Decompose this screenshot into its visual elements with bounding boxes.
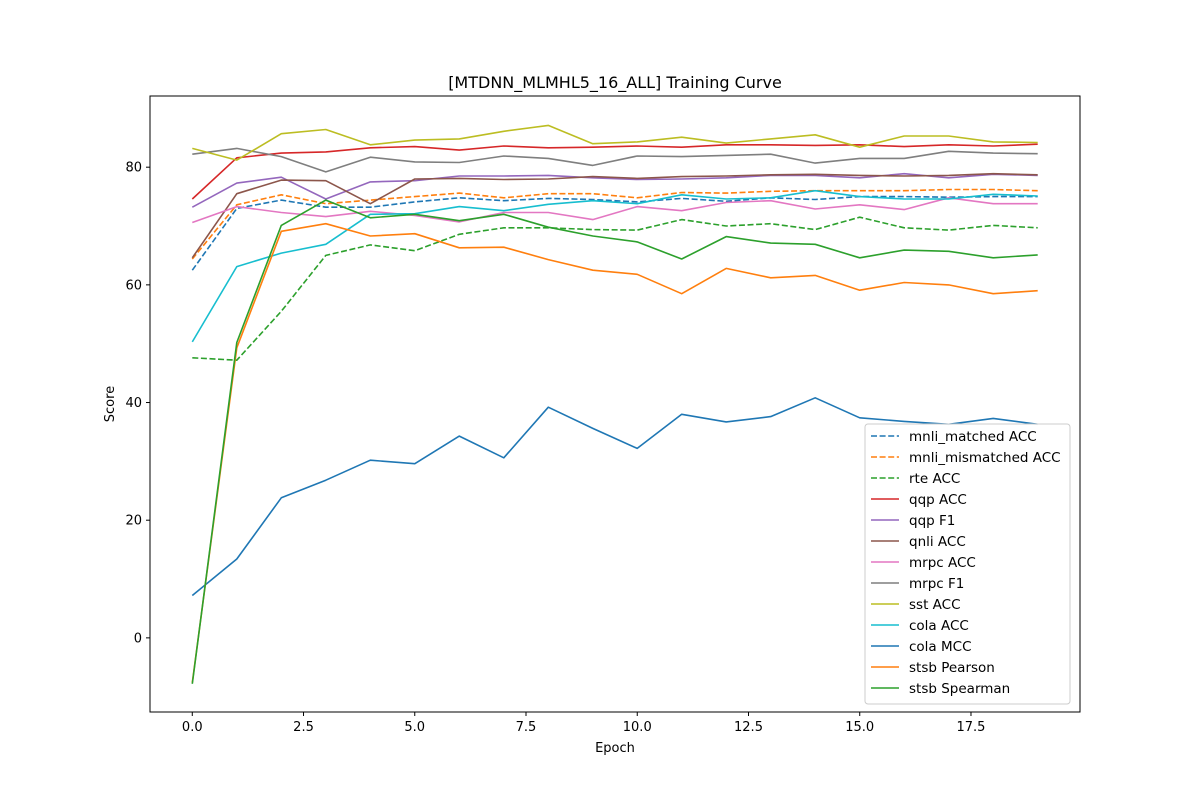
legend-entry-label: stsb Pearson bbox=[909, 660, 995, 676]
x-tick-label: 5.0 bbox=[404, 720, 425, 735]
series-line-4 bbox=[191, 172, 1038, 208]
legend-entry-label: stsb Spearman bbox=[909, 681, 1010, 697]
y-tick-label: 80 bbox=[125, 161, 142, 176]
series-line-0 bbox=[191, 195, 1038, 271]
y-tick-label: 40 bbox=[125, 396, 142, 411]
legend-entry-label: mrpc ACC bbox=[909, 555, 976, 571]
x-axis-ticks: 0.0 2.5 5.0 7.5 10.0 12.5 15.0 17.5 bbox=[182, 712, 986, 735]
legend-entry-label: qnli ACC bbox=[909, 534, 966, 550]
x-axis-label: Epoch bbox=[595, 741, 635, 756]
legend-entry-label: cola ACC bbox=[909, 618, 969, 634]
legend-entry-label: cola MCC bbox=[909, 639, 972, 655]
legend-entry-label: qqp ACC bbox=[909, 492, 967, 508]
series-line-10 bbox=[191, 396, 1038, 597]
series-line-8 bbox=[192, 124, 1038, 161]
series-line-11 bbox=[191, 222, 1038, 683]
x-tick-label: 10.0 bbox=[623, 720, 652, 735]
x-tick-label: 15.0 bbox=[845, 720, 874, 735]
x-tick-label: 7.5 bbox=[516, 720, 537, 735]
series-line-7 bbox=[192, 147, 1038, 173]
y-tick-label: 20 bbox=[125, 514, 142, 529]
series-line-9 bbox=[191, 189, 1038, 343]
series-line-3 bbox=[191, 143, 1038, 200]
y-axis-ticks: 0 20 40 60 80 bbox=[125, 161, 150, 646]
series-line-5 bbox=[191, 172, 1038, 259]
legend-entry-label: qqp F1 bbox=[909, 513, 955, 529]
legend-entry-label: mrpc F1 bbox=[909, 576, 964, 592]
series-line-2 bbox=[192, 216, 1038, 362]
y-axis-label: Score bbox=[103, 386, 118, 422]
x-tick-label: 12.5 bbox=[734, 720, 763, 735]
y-tick-label: 0 bbox=[134, 631, 142, 646]
series-line-12 bbox=[191, 199, 1038, 684]
legend-entry-label: rte ACC bbox=[909, 471, 960, 487]
legend-box bbox=[864, 423, 1071, 705]
legend-entry-label: mnli_mismatched ACC bbox=[909, 450, 1061, 466]
legend-entry-label: sst ACC bbox=[909, 597, 961, 613]
y-tick-label: 60 bbox=[125, 278, 142, 293]
series-line-6 bbox=[192, 197, 1038, 224]
legend-entry-label: mnli_matched ACC bbox=[909, 429, 1037, 445]
legend: mnli_matched ACC mnli_mismatched ACC rte A… bbox=[864, 423, 1071, 705]
plot-series-group bbox=[191, 124, 1038, 684]
x-tick-label: 2.5 bbox=[293, 720, 314, 735]
x-tick-label: 0.0 bbox=[182, 720, 203, 735]
plot-frame bbox=[149, 95, 1081, 713]
chart-title: [MTDNN_MLMHL5_16_ALL] Training Curve bbox=[448, 73, 782, 93]
x-tick-label: 17.5 bbox=[957, 720, 986, 735]
